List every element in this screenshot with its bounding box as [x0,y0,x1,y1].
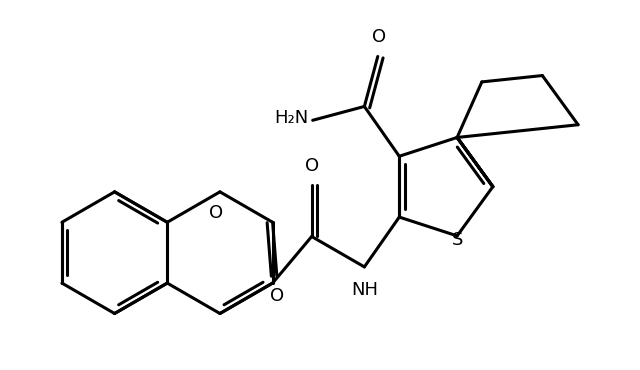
Text: O: O [270,287,284,305]
Text: S: S [451,231,463,249]
Text: NH: NH [351,281,378,299]
Text: H₂N: H₂N [274,109,308,127]
Text: O: O [305,157,319,175]
Text: O: O [209,204,223,222]
Text: O: O [372,28,387,46]
